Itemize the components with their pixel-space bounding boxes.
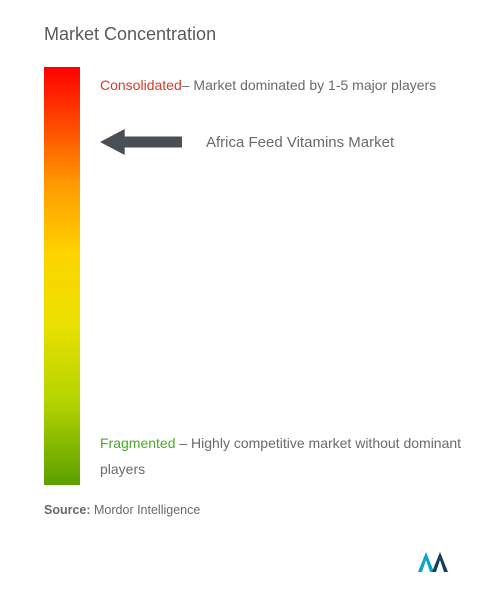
source-line: Source: Mordor Intelligence (44, 503, 484, 517)
fragmented-label: Fragmented – Highly competitive market w… (100, 430, 492, 483)
consolidated-text: – Market dominated by 1-5 major players (182, 77, 436, 93)
brand-logo-icon (416, 548, 460, 576)
gradient-bar (44, 67, 80, 485)
fragmented-highlight: Fragmented (100, 435, 175, 451)
page-title: Market Concentration (44, 24, 484, 45)
chart-content: Consolidated– Market dominated by 1-5 ma… (44, 67, 484, 485)
source-label: Source: (44, 503, 91, 517)
arrow-left-icon (100, 129, 182, 155)
labels-column: Consolidated– Market dominated by 1-5 ma… (80, 67, 484, 485)
source-value: Mordor Intelligence (91, 503, 201, 517)
consolidated-label: Consolidated– Market dominated by 1-5 ma… (100, 67, 484, 98)
consolidated-highlight: Consolidated (100, 77, 182, 93)
marker-label: Africa Feed Vitamins Market (206, 132, 394, 153)
marker-row: Africa Feed Vitamins Market (100, 129, 394, 155)
